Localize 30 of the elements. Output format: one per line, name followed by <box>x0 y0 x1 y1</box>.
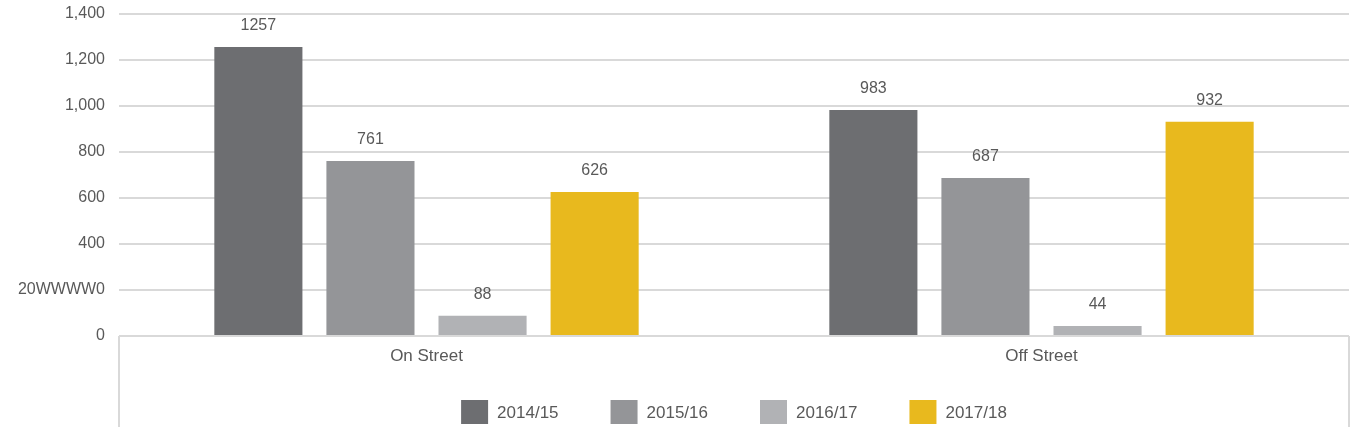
bar <box>829 109 918 335</box>
data-label: 44 <box>1088 294 1107 312</box>
y-tick-label: 1,200 <box>64 50 106 68</box>
legend-label: 2015/16 <box>646 402 708 422</box>
y-tick-label: 600 <box>78 188 106 206</box>
data-label: 983 <box>860 78 887 96</box>
bar <box>214 46 303 335</box>
data-label: 761 <box>357 129 384 147</box>
y-tick-label: 800 <box>78 142 106 160</box>
bar <box>550 192 639 335</box>
bar <box>326 160 415 335</box>
y-tick-label: 400 <box>78 234 106 252</box>
data-label: 932 <box>1196 90 1224 108</box>
y-tick-label: 20WWWW0 <box>17 280 106 298</box>
bar <box>1053 325 1142 335</box>
data-label: 626 <box>581 161 609 179</box>
data-label: 88 <box>473 284 492 302</box>
y-tick-label: 0 <box>96 326 106 344</box>
legend-label: 2016/17 <box>796 402 858 422</box>
y-tick-label: 1,400 <box>64 4 106 22</box>
legend-label: 2014/15 <box>497 402 559 422</box>
bar <box>438 315 527 335</box>
x-tick-label: On Street <box>390 345 464 365</box>
bar <box>1165 121 1254 335</box>
data-label: 1257 <box>240 15 277 33</box>
data-label: 687 <box>972 146 999 164</box>
x-tick-label: Off Street <box>1005 345 1078 365</box>
y-tick-label: 1,000 <box>64 96 106 114</box>
legend-label: 2017/18 <box>945 402 1007 422</box>
bar <box>941 177 1030 335</box>
